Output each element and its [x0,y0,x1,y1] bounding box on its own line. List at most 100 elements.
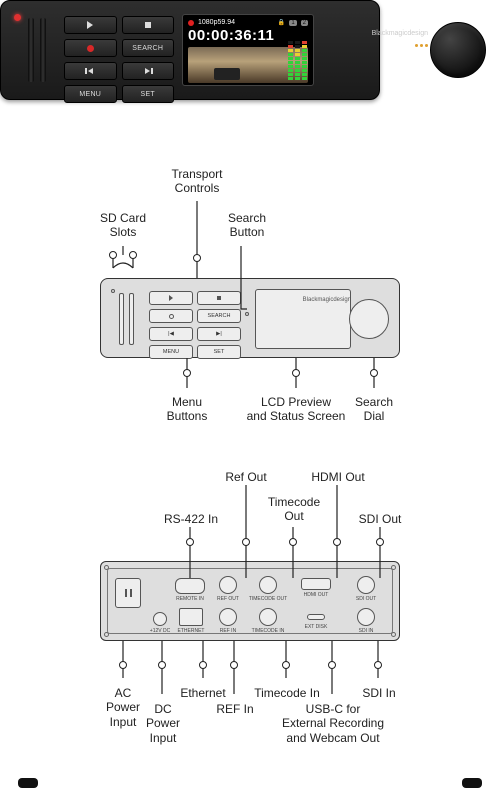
set-button[interactable]: SET [122,85,175,103]
rear-schematic: +12V DC REMOTE IN ETHERNET REF OUT REF I… [100,561,400,641]
port-label: SDI IN [346,628,386,634]
search-dial [349,299,389,339]
callout-dial: SearchDial [344,395,404,424]
callout-usbc: USB-C forExternal Recordingand Webcam Ou… [268,702,398,745]
stop-button [197,291,241,305]
callout-refout: Ref Out [216,470,276,484]
stop-icon [145,22,151,28]
bnc-icon [219,608,237,626]
record-indicator-icon [188,20,194,26]
callout-sdiout: SDI Out [350,512,410,526]
callout-search-button: SearchButton [212,211,282,240]
callout-eth: Ethernet [168,686,238,700]
foot [462,778,482,788]
sd-slot [119,293,124,345]
leader-dot [370,369,378,377]
search-dial[interactable] [430,22,486,78]
record-button [149,309,193,323]
skip-fwd-button[interactable] [122,62,175,80]
skip-back-button: |◀ [149,327,193,341]
callout-sd-slots: SD CardSlots [88,211,158,240]
callout-refin: REF In [210,702,260,716]
skip-back-icon [88,68,93,74]
port-label: ETHERNET [171,628,211,634]
leader-dot [242,538,250,546]
hdmi-icon [301,578,331,590]
button-grid: SEARCH |◀ ▶| MENU SET [149,291,241,359]
skip-fwd-icon [145,68,150,74]
leader-dot [289,538,297,546]
foot [18,778,38,788]
leader-dot [199,661,207,669]
callout-lcd: LCD Previewand Status Screen [236,395,356,424]
vehicle-icon [214,68,240,80]
port-label: REF IN [208,628,248,634]
card-badge: 1 [289,20,296,26]
card-badge: 2 [301,20,308,26]
indicator-dot [245,312,249,316]
dc-jack-icon [153,612,167,626]
leader-dot [183,369,191,377]
iec-inlet-icon [115,578,141,608]
leader-dot [193,254,201,262]
bnc-icon [219,576,237,594]
bnc-icon [357,608,375,626]
leader-dot [282,661,290,669]
skip-fwd-button: ▶| [197,327,241,341]
callout-dc: DCPowerInput [138,702,188,745]
port-label: REMOTE IN [170,596,210,602]
play-icon [87,21,93,29]
leader-dot [328,661,336,669]
stop-button[interactable] [122,16,175,34]
rj45-icon [179,608,203,626]
record-button[interactable] [64,39,117,57]
callout-rs422: RS-422 In [156,512,226,526]
lcd-screen: 1080p59.94 🔒 1 2 00:00:36:11 [182,14,314,86]
screw-icon [104,565,109,570]
lock-icon: 🔒 [278,19,285,26]
callout-tcout: TimecodeOut [254,495,334,524]
db9-icon [175,578,205,594]
bnc-icon [259,608,277,626]
brand-text: Blackmagicdesign [303,297,351,303]
menu-button: MENU [149,345,193,359]
menu-button[interactable]: MENU [64,85,117,103]
leader-dot [186,538,194,546]
screw-icon [391,565,396,570]
device-photo: SEARCH MENU SET 1080p59.94 🔒 1 2 00:00:3… [0,0,380,100]
sd-slot [129,293,134,345]
leader-dot [374,661,382,669]
set-button: SET [197,345,241,359]
play-button[interactable] [64,16,117,34]
bnc-icon [357,576,375,594]
play-button [149,291,193,305]
audio-meters [288,40,308,80]
leader-dot [158,661,166,669]
led-icon [111,289,115,293]
callout-sdiin: SDI In [354,686,404,700]
leader-dot [129,251,137,259]
port-label: TIMECODE IN [248,628,288,634]
bnc-icon [259,576,277,594]
sd-slot [40,18,46,82]
port-label: EXT DISK [296,624,336,630]
callout-menu-buttons: MenuButtons [152,395,222,424]
leader-dot [292,369,300,377]
leader-dot [376,538,384,546]
callout-tcin: Timecode In [242,686,332,700]
callout-hdmi: HDMI Out [298,470,378,484]
callout-transport: TransportControls [157,167,237,196]
skip-back-button[interactable] [64,62,117,80]
front-schematic: SEARCH |◀ ▶| MENU SET Blackmagicdesign [100,278,400,358]
brand-text: Blackmagicdesign [372,30,428,37]
usbc-icon [307,614,325,620]
port-label: HDMI OUT [296,592,336,598]
port-label: SDI OUT [346,596,386,602]
port-label: REF OUT [208,596,248,602]
leader-dot [109,251,117,259]
sd-slot [28,18,34,82]
record-icon [87,45,94,52]
leader-lines [0,0,500,782]
search-button[interactable]: SEARCH [122,39,175,57]
leader-dot [333,538,341,546]
